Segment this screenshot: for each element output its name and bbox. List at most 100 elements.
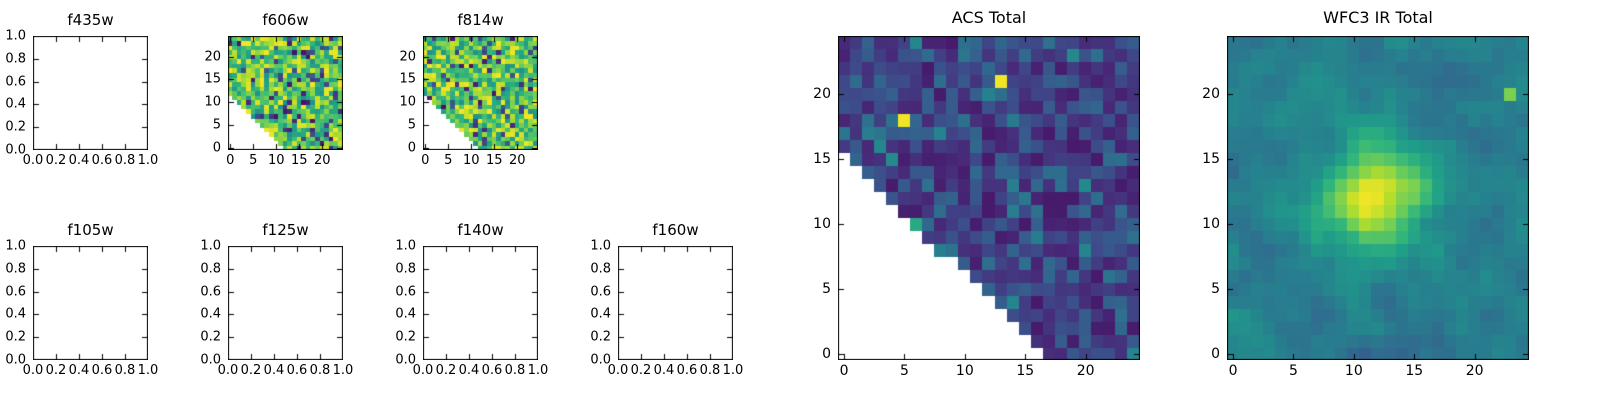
- subplot-f125w: f125w 0.0 0.2 0.4 0.6 0.8 1.0 0.0 0.2 0.4 0.6 0.8 1…: [200, 221, 353, 377]
- heatmap-canvas-f606w: [228, 36, 343, 150]
- tick-label: 0.6: [395, 284, 416, 300]
- tick-label: 20: [1202, 86, 1220, 103]
- tick-label: 0.6: [5, 284, 26, 300]
- tick-label: 0.2: [200, 329, 221, 345]
- tick-label: 0.8: [395, 261, 416, 277]
- tick-label: 1.0: [137, 363, 159, 378]
- tick-label: 0.6: [590, 284, 611, 300]
- tick-label: 5: [899, 363, 909, 379]
- tick-label: 0.2: [240, 363, 262, 378]
- tick-label: 0.4: [68, 153, 90, 168]
- tick-label: 1.0: [200, 238, 221, 254]
- tick-label: 20: [204, 49, 221, 65]
- tick-label: 15: [1202, 151, 1220, 168]
- heatmap-canvas-wfc3-ir-total: [1227, 36, 1529, 360]
- tick-label: 0: [1228, 363, 1238, 379]
- tick-label: 5: [212, 117, 221, 133]
- plot-canvas-f125w: [228, 246, 343, 360]
- tick-label: 0.0: [607, 363, 629, 378]
- tick-label: 0.6: [481, 363, 503, 378]
- tick-label: 0.2: [45, 153, 67, 168]
- heatmap-canvas-acs-total: [838, 36, 1140, 360]
- tick-label: 0.0: [590, 352, 611, 368]
- tick-label: 0.8: [200, 261, 221, 277]
- tick-label: 0.6: [286, 363, 308, 378]
- plot-canvas-f105w: [33, 246, 148, 360]
- tick-label: 0.6: [5, 74, 26, 90]
- tick-label: 10: [399, 94, 416, 110]
- tick-label: 0.0: [217, 363, 239, 378]
- heatmap-canvas-f814w: [423, 36, 538, 150]
- tick-label: 0.4: [68, 363, 90, 378]
- tick-label: 20: [399, 49, 416, 65]
- tick-label: 5: [1211, 280, 1220, 297]
- tick-label: 1.0: [137, 153, 159, 168]
- tick-label: 1.0: [5, 238, 26, 254]
- tick-label: 0.0: [22, 153, 44, 168]
- plot-canvas-f140w: [423, 246, 538, 360]
- subplot-title-f160w: f160w: [652, 221, 699, 239]
- subplot-title-wfc3-ir-total: WFC3 IR Total: [1323, 8, 1433, 27]
- tick-label: 0.0: [200, 352, 221, 368]
- tick-label: 10: [268, 153, 285, 168]
- tick-label: 0.4: [395, 306, 416, 322]
- tick-label: 0.4: [653, 363, 675, 378]
- tick-label: 5: [444, 153, 453, 168]
- tick-label: 5: [822, 280, 831, 297]
- tick-label: 0.6: [676, 363, 698, 378]
- plot-canvas-f435w: [33, 36, 148, 150]
- tick-label: 0.8: [504, 363, 526, 378]
- tick-label: 20: [509, 153, 526, 168]
- tick-label: 15: [1405, 363, 1424, 379]
- tick-label: 10: [813, 215, 831, 232]
- tick-label: 0.6: [91, 363, 113, 378]
- subplot-title-f606w: f606w: [262, 11, 309, 29]
- tick-label: 0: [822, 345, 831, 362]
- subplot-f814w: f814w 0 5 10 15 20 0 5 10 15 20: [399, 11, 538, 167]
- tick-label: 10: [463, 153, 480, 168]
- tick-label: 15: [291, 153, 308, 168]
- subplot-acs-total: ACS Total 0 5 10 15 20 0 5 10 15 20: [813, 8, 1140, 378]
- tick-label: 0: [407, 140, 416, 156]
- subplot-f160w: f160w 0.0 0.2 0.4 0.6 0.8 1.0 0.0 0.2 0.4 0.6 0.8 1…: [590, 221, 743, 377]
- tick-label: 10: [204, 94, 221, 110]
- tick-label: 1.0: [527, 363, 549, 378]
- tick-label: 0.8: [590, 261, 611, 277]
- tick-label: 0.4: [5, 96, 26, 112]
- tick-label: 0: [839, 363, 849, 379]
- tick-label: 0.0: [412, 363, 434, 378]
- subplot-f435w: f435w 0.0 0.2 0.4 0.6 0.8 1.0 0.0 0.2 0.4 0.6 0.8 1…: [5, 11, 158, 167]
- tick-label: 0.4: [458, 363, 480, 378]
- tick-label: 0.8: [114, 153, 136, 168]
- subplot-f606w: f606w 0 5 10 15 20 0 5 10 15 20: [204, 11, 343, 167]
- subplot-title-f140w: f140w: [457, 221, 504, 239]
- tick-label: 0: [421, 153, 430, 168]
- tick-label: 0.2: [630, 363, 652, 378]
- subplot-title-f105w: f105w: [67, 221, 114, 239]
- tick-label: 20: [1465, 363, 1484, 379]
- tick-label: 1.0: [590, 238, 611, 254]
- tick-label: 0.0: [22, 363, 44, 378]
- subplot-title-f435w: f435w: [67, 11, 114, 29]
- tick-label: 20: [314, 153, 331, 168]
- tick-label: 0.8: [309, 363, 331, 378]
- subplot-f140w: f140w 0.0 0.2 0.4 0.6 0.8 1.0 0.0 0.2 0.4 0.6 0.8 1…: [395, 221, 548, 377]
- tick-label: 20: [1076, 363, 1095, 379]
- tick-label: 0: [212, 140, 221, 156]
- tick-label: 0.6: [91, 153, 113, 168]
- tick-label: 0.8: [114, 363, 136, 378]
- tick-label: 10: [955, 363, 974, 379]
- tick-label: 0.2: [435, 363, 457, 378]
- tick-label: 0.0: [395, 352, 416, 368]
- subplot-title-acs-total: ACS Total: [951, 8, 1027, 27]
- tick-label: 0.2: [45, 363, 67, 378]
- subplot-title-f125w: f125w: [262, 221, 309, 239]
- tick-label: 10: [1344, 363, 1363, 379]
- tick-label: 15: [399, 71, 416, 87]
- tick-label: 15: [486, 153, 503, 168]
- tick-label: 0.2: [5, 329, 26, 345]
- tick-label: 0.4: [263, 363, 285, 378]
- tick-label: 15: [204, 71, 221, 87]
- tick-label: 1.0: [395, 238, 416, 254]
